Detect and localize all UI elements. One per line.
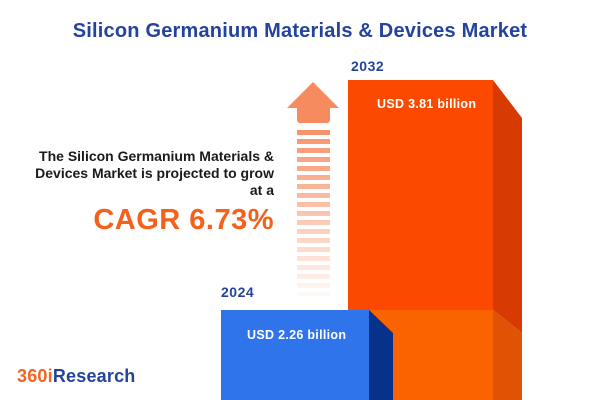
bar-2032-year-label: 2032: [351, 58, 385, 74]
cagr-value: CAGR 6.73%: [93, 204, 274, 236]
headline-block: The Silicon Germanium Materials & Device…: [0, 148, 274, 237]
bar-2024-face: [221, 310, 369, 400]
bar-2032-side-top: [493, 80, 522, 333]
bar-2032-face-top: [348, 80, 493, 310]
bar-2024-year-label: 2024: [221, 284, 255, 300]
logo-prefix: 360i: [17, 366, 53, 386]
growth-arrow-head: [287, 82, 339, 108]
company-logo: 360iResearch: [17, 366, 136, 387]
growth-arrow-neck: [297, 104, 330, 123]
bar-2032-value-label: USD 3.81 billion: [377, 97, 477, 111]
headline-text: The Silicon Germanium Materials & Device…: [35, 148, 274, 198]
bar-2032-side-bottom: [493, 310, 522, 400]
bar-2024-value-label: USD 2.26 billion: [247, 328, 347, 342]
bar-2024-side: [369, 310, 393, 400]
page-title: Silicon Germanium Materials & Devices Ma…: [72, 20, 528, 42]
bar-2024: [221, 310, 393, 400]
logo-suffix: Research: [52, 366, 136, 386]
growth-arrow-icon: [287, 82, 339, 296]
